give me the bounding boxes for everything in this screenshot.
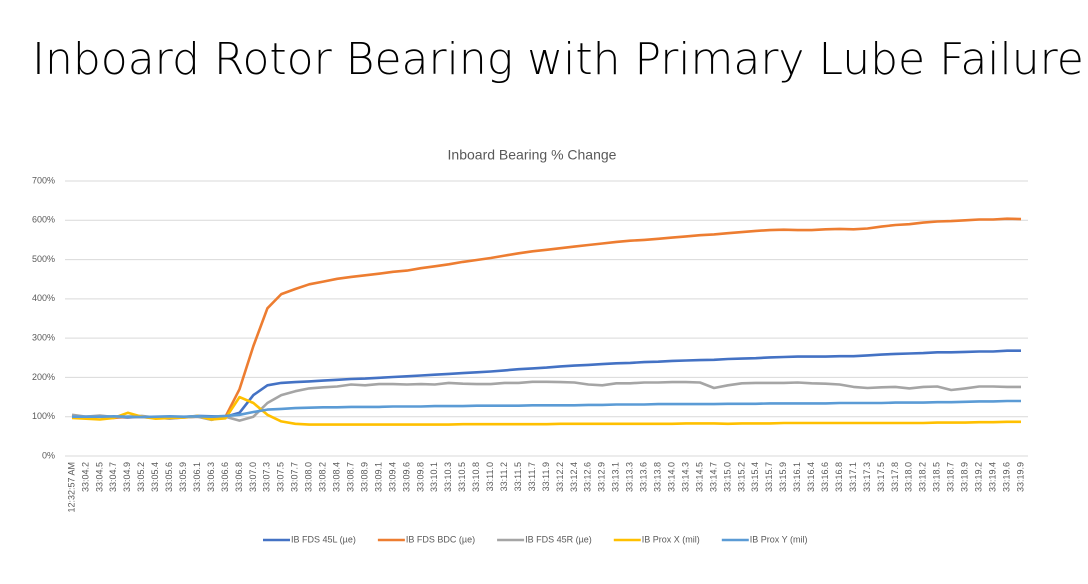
x-tick-label: 33:04.5 [94, 462, 104, 492]
x-tick-label: 33:04.2 [80, 462, 90, 492]
legend-label: IB FDS 45L (µe) [291, 534, 356, 544]
x-tick-label: 33:09.8 [415, 462, 425, 492]
x-tick-label: 33:18.2 [918, 462, 928, 492]
x-tick-label: 33:14.3 [680, 462, 690, 492]
legend-label: IB Prox Y (mil) [750, 534, 808, 544]
x-tick-label: 33:17.1 [848, 462, 858, 492]
x-tick-label: 33:15.0 [722, 462, 732, 492]
x-tick-label: 33:08.7 [345, 462, 355, 492]
x-tick-label: 33:10.3 [443, 462, 453, 492]
x-tick-label: 33:10.8 [471, 462, 481, 492]
chart-title: Inboard Bearing % Change [448, 147, 617, 163]
series-line [71, 380, 1021, 422]
y-tick-label: 300% [32, 333, 55, 343]
x-tick-label: 33:13.3 [625, 462, 635, 492]
y-tick-label: 200% [32, 372, 55, 382]
x-tick-label: 33:09.6 [401, 462, 411, 492]
x-tick-label: 33:11.7 [527, 462, 537, 491]
x-tick-label: 33:05.9 [178, 462, 188, 492]
legend-label: IB FDS 45R (µe) [525, 534, 592, 544]
x-tick-label: 33:05.2 [136, 462, 146, 492]
x-tick-label: 12:32:57 AM [66, 462, 76, 513]
x-tick-label: 33:07.7 [290, 462, 300, 492]
series-line [72, 399, 1021, 419]
x-tick-label: 33:16.8 [834, 462, 844, 492]
x-tick-label: 33:07.5 [276, 462, 286, 492]
y-tick-label: 600% [32, 215, 55, 225]
legend-label: IB FDS BDC (µe) [406, 534, 475, 544]
x-tick-label: 33:10.5 [457, 462, 467, 492]
x-tick-label: 33:16.4 [806, 462, 816, 492]
x-tick-label: 33:14.0 [666, 462, 676, 492]
x-tick-label: 33:11.2 [499, 462, 509, 491]
x-tick-label: 33:06.3 [206, 462, 216, 492]
x-tick-label: 33:15.7 [764, 462, 774, 492]
series-line [72, 349, 1021, 420]
x-tick-label: 33:08.0 [304, 462, 314, 492]
y-tick-label: 500% [32, 254, 55, 264]
x-tick-label: 33:15.2 [736, 462, 746, 492]
x-tick-label: 33:12.6 [583, 462, 593, 492]
x-tick-label: 33:16.6 [820, 462, 830, 492]
x-tick-label: 33:09.4 [387, 462, 397, 492]
x-tick-label: 33:05.4 [150, 462, 160, 492]
x-tick-label: 33:04.7 [108, 462, 118, 492]
x-tick-label: 33:18.0 [904, 462, 914, 492]
y-tick-label: 400% [32, 293, 55, 303]
x-tick-label: 33:19.6 [1001, 462, 1011, 492]
x-tick-label: 33:10.1 [429, 462, 439, 492]
x-tick-label: 33:08.2 [318, 462, 328, 492]
x-tick-label: 33:17.5 [876, 462, 886, 492]
x-tick-label: 33:18.5 [932, 462, 942, 492]
x-tick-label: 33:13.6 [639, 462, 649, 492]
x-tick-label: 33:18.7 [946, 462, 956, 492]
x-tick-label: 33:04.9 [122, 462, 132, 492]
x-tick-label: 33:12.9 [597, 462, 607, 492]
x-tick-label: 33:11.0 [485, 462, 495, 491]
x-tick-label: 33:08.9 [359, 462, 369, 492]
x-tick-label: 33:15.4 [750, 462, 760, 492]
x-tick-label: 33:18.9 [960, 462, 970, 492]
y-tick-label: 0% [42, 450, 55, 460]
x-tick-label: 33:14.7 [708, 462, 718, 492]
x-tick-label: 33:17.8 [890, 462, 900, 492]
x-tick-label: 33:19.2 [974, 462, 984, 492]
x-tick-label: 33:06.1 [192, 462, 202, 492]
slide-title: Inboard Rotor Bearing with Primary Lube … [32, 34, 1084, 85]
x-tick-label: 33:13.1 [611, 462, 621, 492]
series-line [71, 395, 1021, 426]
legend-label: IB Prox X (mil) [642, 534, 700, 544]
y-tick-label: 100% [32, 411, 55, 421]
x-tick-label: 33:06.6 [220, 462, 230, 492]
x-tick-label: 33:08.4 [332, 462, 342, 492]
series-line [71, 217, 1022, 420]
x-tick-label: 33:11.5 [513, 462, 523, 491]
x-tick-label: 33:19.9 [1015, 462, 1025, 492]
x-tick-label: 33:11.9 [541, 462, 551, 491]
x-tick-label: 33:16.1 [792, 462, 802, 492]
x-tick-label: 33:15.9 [778, 462, 788, 492]
x-tick-label: 33:14.5 [694, 462, 704, 492]
x-tick-label: 33:05.6 [164, 462, 174, 492]
y-tick-label: 700% [32, 175, 55, 185]
x-tick-label: 33:13.8 [653, 462, 663, 492]
x-tick-label: 33:17.3 [862, 462, 872, 492]
x-tick-label: 33:12.4 [569, 462, 579, 492]
x-tick-label: 33:07.0 [248, 462, 258, 492]
x-tick-label: 33:19.4 [987, 462, 997, 492]
x-tick-label: 33:09.1 [373, 462, 383, 492]
x-tick-label: 33:12.2 [555, 462, 565, 492]
x-tick-label: 33:07.3 [262, 462, 272, 492]
x-tick-label: 33:06.8 [234, 462, 244, 492]
